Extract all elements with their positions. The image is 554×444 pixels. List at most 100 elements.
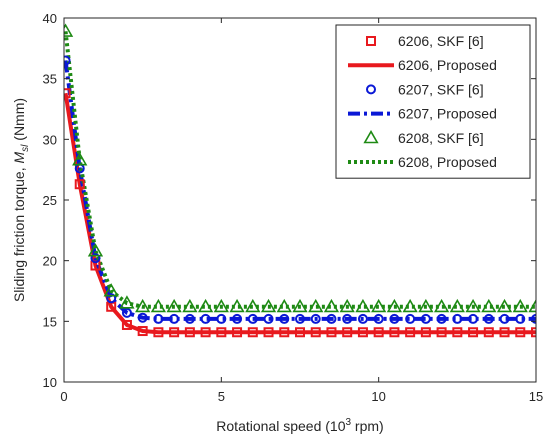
data-point [213, 298, 229, 313]
data-point [169, 313, 180, 324]
data-point [310, 327, 321, 338]
data-point [74, 179, 85, 190]
x-tick-label: 10 [371, 389, 385, 404]
legend-label: 6207, Proposed [398, 106, 497, 122]
legend-entry: 6207, SKF [6] [366, 81, 484, 97]
series-layer [64, 23, 536, 338]
legend-entry: 6207, Proposed [348, 106, 497, 122]
data-point [373, 327, 384, 338]
data-point [137, 312, 148, 323]
data-point [420, 313, 431, 324]
data-point [515, 327, 526, 338]
legend-entry: 6206, Proposed [348, 57, 497, 73]
x-axis-label: Rotational speed (103 rpm) [216, 417, 383, 434]
data-point [197, 298, 214, 313]
data-point [90, 253, 101, 264]
data-point [247, 327, 258, 338]
data-point [279, 313, 290, 324]
data-point [263, 327, 274, 338]
data-point [229, 298, 245, 313]
data-point [373, 313, 384, 324]
data-point [483, 313, 494, 324]
data-point [106, 293, 117, 304]
data-point [371, 298, 387, 313]
data-point [64, 88, 71, 99]
data-point [276, 298, 292, 313]
data-point [436, 327, 447, 338]
data-point [279, 327, 290, 338]
series-1 [64, 92, 536, 335]
data-point [465, 298, 481, 313]
series-line [64, 31, 536, 309]
y-tick-label: 20 [43, 254, 57, 269]
data-point [182, 298, 198, 313]
data-point [232, 313, 243, 324]
data-point [310, 313, 321, 324]
y-tick-label: 35 [43, 72, 57, 87]
data-point [121, 307, 132, 318]
data-point [499, 327, 510, 338]
data-point [153, 327, 164, 338]
data-point [323, 298, 340, 313]
data-point [245, 298, 261, 313]
data-point [72, 152, 88, 166]
data-point [418, 298, 434, 313]
data-point [326, 327, 337, 338]
data-point [216, 327, 227, 338]
data-point [232, 327, 243, 338]
data-point [389, 313, 400, 324]
data-point [295, 327, 305, 338]
data-point [420, 327, 431, 338]
data-point [153, 313, 164, 324]
legend-marker-swatch [366, 36, 376, 46]
data-point [150, 298, 167, 313]
series-5 [64, 31, 536, 309]
x-tick-label: 0 [60, 389, 67, 404]
data-point [87, 243, 104, 257]
legend-label: 6206, Proposed [398, 57, 497, 73]
data-point [405, 327, 416, 338]
data-point [449, 298, 465, 313]
data-point [528, 298, 536, 313]
data-point [531, 313, 536, 324]
data-point [216, 313, 227, 324]
y-tick-label: 30 [43, 132, 57, 147]
y-tick-label: 15 [43, 314, 57, 329]
data-point [452, 313, 463, 324]
data-point [357, 313, 368, 324]
data-point [166, 298, 182, 313]
data-point [292, 298, 308, 313]
data-point [531, 327, 536, 338]
data-point [326, 313, 337, 324]
series-0 [64, 88, 536, 338]
data-point [433, 298, 450, 313]
data-point [184, 313, 195, 324]
legend-marker-swatch [363, 129, 379, 144]
data-point [342, 327, 353, 338]
data-point [64, 23, 74, 37]
data-point [260, 298, 277, 313]
y-tick-label: 40 [43, 11, 57, 26]
data-point [263, 313, 274, 324]
series-4 [64, 23, 536, 313]
data-point [169, 327, 180, 338]
data-point [389, 327, 400, 338]
data-point [200, 327, 211, 338]
series-2 [64, 55, 536, 324]
data-point [452, 327, 463, 338]
legend-box [335, 24, 531, 179]
data-point [64, 55, 71, 66]
legend-marker-swatch [366, 84, 376, 95]
legend-entry: 6208, Proposed [348, 154, 497, 170]
legend-label: 6207, SKF [6] [398, 81, 484, 97]
legend: 6206, SKF [6] 6206, Proposed 6207, SKF [6]… [335, 24, 531, 179]
legend-label: 6208, Proposed [398, 154, 497, 170]
x-tick-label: 5 [218, 389, 225, 404]
data-point [184, 327, 195, 338]
x-tick-label: 15 [529, 389, 543, 404]
data-point [468, 327, 479, 338]
series-line [64, 92, 536, 335]
data-point [402, 298, 418, 313]
data-point [496, 298, 513, 313]
data-point [103, 283, 119, 297]
